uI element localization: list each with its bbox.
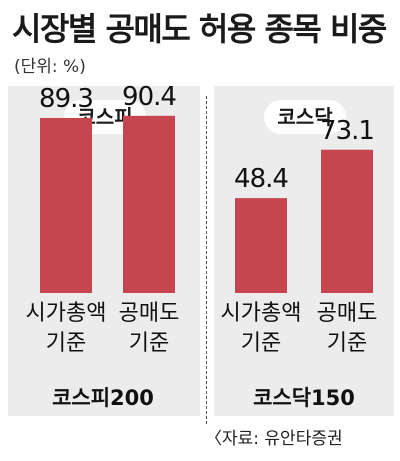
group-label-0: 코스피200 bbox=[52, 386, 154, 410]
category-label-0-1: 공매도 기준 bbox=[118, 301, 180, 356]
value-label-0-1: 90.4 bbox=[122, 81, 177, 112]
bar-1-1 bbox=[321, 149, 373, 293]
unit-label: (단위: %) bbox=[14, 57, 86, 77]
source-note: 〈자료: 유안타증권 bbox=[205, 429, 343, 449]
group-divider bbox=[206, 96, 207, 424]
category-label-0-0: 시가총액 기준 bbox=[25, 301, 107, 356]
value-label-1-1: 73.1 bbox=[320, 115, 375, 146]
category-label-1-0: 시가총액 기준 bbox=[220, 301, 302, 356]
chart-title: 시장별 공매도 허용 종목 비중 bbox=[12, 10, 387, 48]
value-label-1-0: 48.4 bbox=[234, 164, 289, 195]
bar-1-0 bbox=[235, 198, 287, 293]
bar-0-1 bbox=[123, 115, 175, 293]
kosdaq-pill: 코스닥 bbox=[264, 100, 346, 134]
category-label-1-1: 공매도 기준 bbox=[316, 301, 378, 356]
group-label-1: 코스닥150 bbox=[253, 386, 355, 410]
bar-0-0 bbox=[40, 117, 92, 293]
value-label-0-0: 89.3 bbox=[39, 83, 94, 114]
